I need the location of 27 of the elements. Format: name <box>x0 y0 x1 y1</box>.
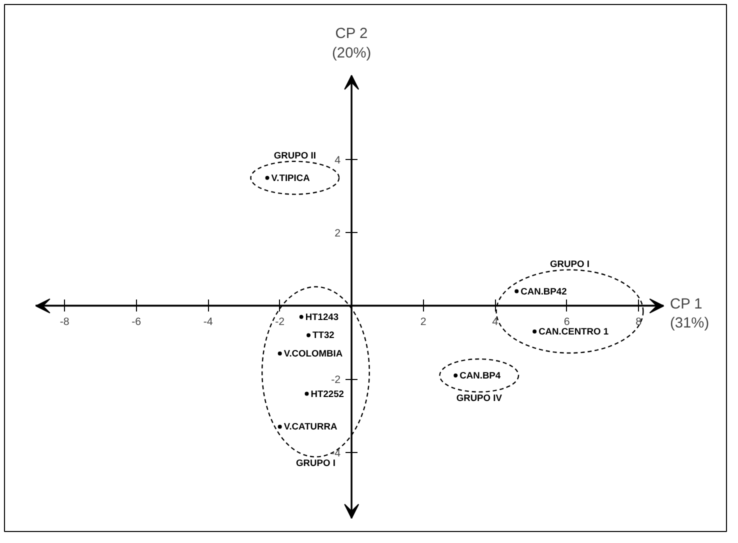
y-tick-label: 4 <box>334 154 341 167</box>
data-label: HT1243 <box>305 312 339 322</box>
x-tick-label: -8 <box>60 316 70 328</box>
data-label: CAN.CENTRO 1 <box>538 326 609 337</box>
x-tick-label: -6 <box>132 316 142 328</box>
y-tick-label: -2 <box>331 374 341 386</box>
data-label: TT32 <box>312 330 334 340</box>
data-label: V.CATURRA <box>284 422 338 432</box>
data-label: V.TIPICA <box>271 172 310 183</box>
data-label: HT2252 <box>310 388 344 399</box>
x-tick-label: 2 <box>420 316 426 328</box>
y-tick-label: -4 <box>331 447 341 460</box>
y-tick-label: 2 <box>334 228 341 240</box>
data-label: CAN.BP4 <box>460 370 502 380</box>
text: GRUPO I <box>550 258 590 269</box>
data-label: CAN.BP42 <box>520 286 567 296</box>
x-axis-title: CP 1 (31%) <box>670 296 710 332</box>
series-label: GRUPO IV <box>456 392 503 403</box>
x-tick-label: 8 <box>636 316 642 328</box>
x-tick-label: -2 <box>275 316 285 328</box>
data-label: V.COLOMBIA <box>284 348 343 359</box>
x-tick-label: -4 <box>203 316 213 328</box>
x-tick-label: 4 <box>492 316 498 328</box>
series-label: GRUPO II <box>274 150 316 160</box>
text: GRUPO I <box>296 458 336 468</box>
x-tick-label: 6 <box>564 316 570 328</box>
y-axis-title: CP 2 (20%) <box>332 26 372 62</box>
